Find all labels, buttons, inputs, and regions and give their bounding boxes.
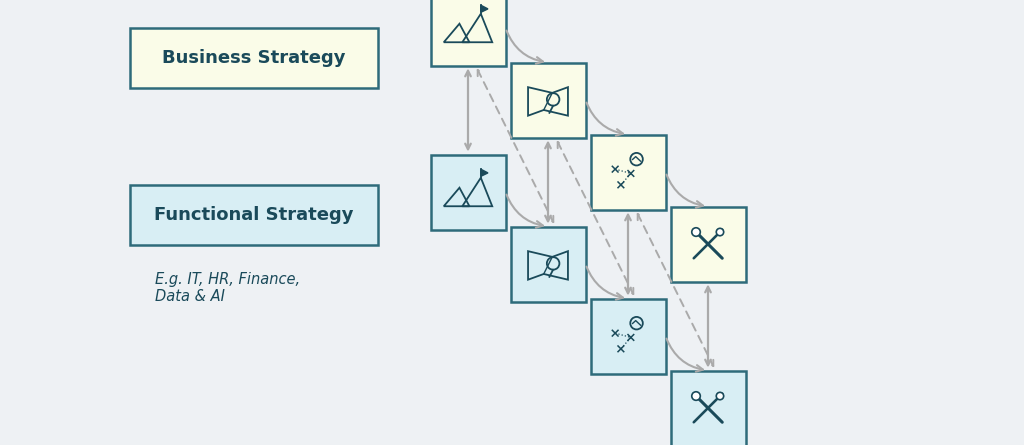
- FancyBboxPatch shape: [671, 206, 745, 282]
- Circle shape: [716, 392, 724, 400]
- FancyBboxPatch shape: [511, 62, 586, 138]
- Circle shape: [692, 228, 700, 236]
- FancyBboxPatch shape: [130, 185, 378, 245]
- FancyBboxPatch shape: [511, 227, 586, 302]
- FancyBboxPatch shape: [130, 28, 378, 88]
- Polygon shape: [481, 169, 488, 176]
- Text: E.g. IT, HR, Finance,
Data & AI: E.g. IT, HR, Finance, Data & AI: [155, 272, 300, 304]
- Text: Business Strategy: Business Strategy: [162, 49, 346, 67]
- Circle shape: [716, 228, 724, 236]
- Circle shape: [692, 392, 700, 401]
- FancyBboxPatch shape: [430, 154, 506, 230]
- FancyBboxPatch shape: [591, 134, 666, 210]
- Text: Functional Strategy: Functional Strategy: [155, 206, 353, 224]
- Polygon shape: [481, 5, 488, 12]
- FancyBboxPatch shape: [591, 299, 666, 373]
- FancyBboxPatch shape: [671, 371, 745, 445]
- FancyBboxPatch shape: [430, 0, 506, 65]
